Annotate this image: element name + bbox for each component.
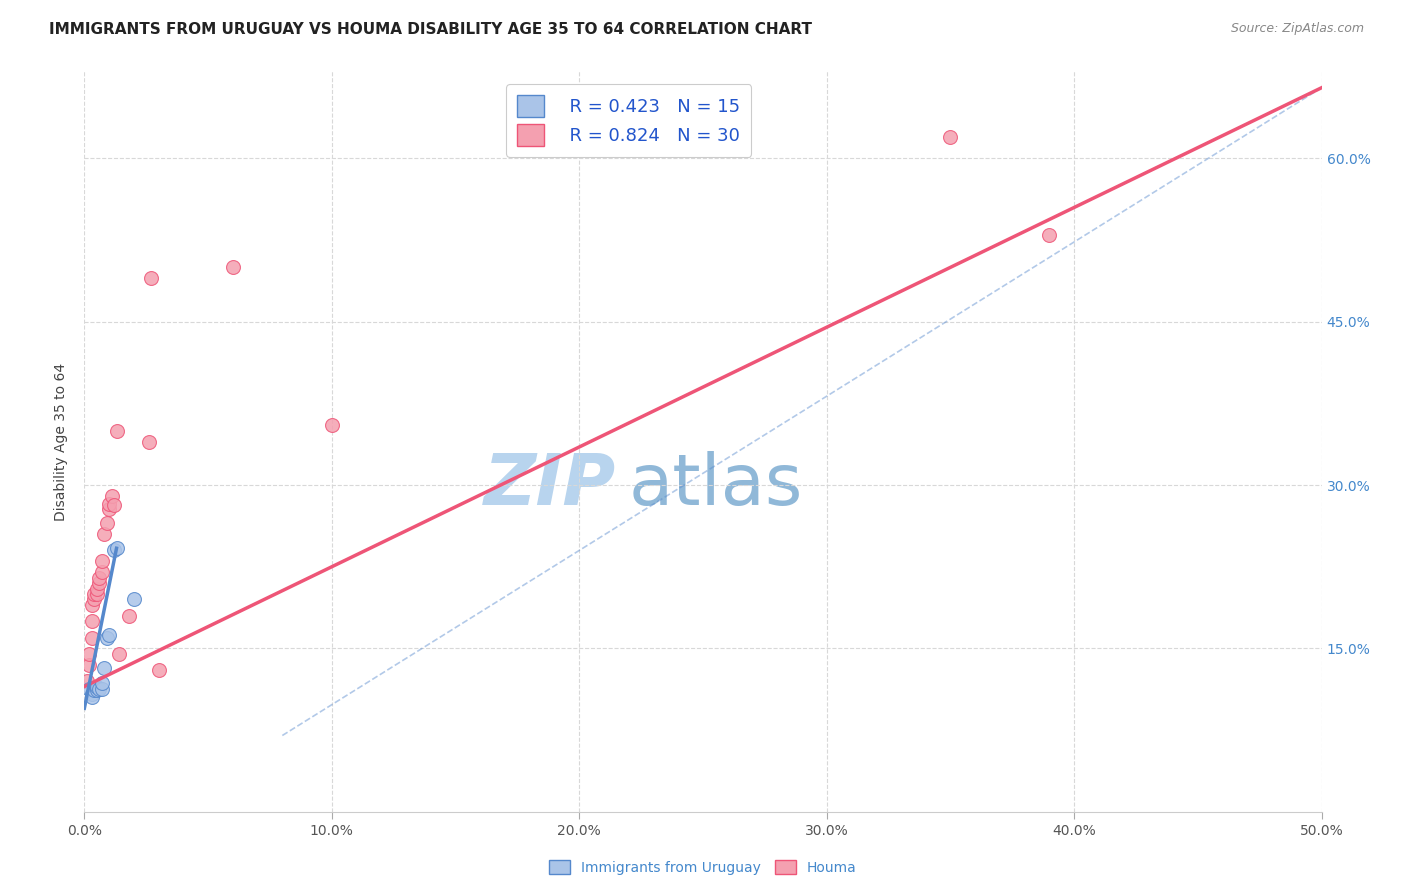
Point <box>93 661 115 675</box>
Point <box>86 680 108 694</box>
Point <box>90 565 112 579</box>
Point <box>939 129 962 144</box>
Text: ZIP: ZIP <box>484 451 616 520</box>
Point <box>86 582 108 596</box>
Point <box>83 682 105 697</box>
Point <box>100 489 122 503</box>
Point <box>105 424 128 438</box>
Text: atlas: atlas <box>628 451 803 520</box>
Point <box>105 541 128 556</box>
Point <box>98 628 121 642</box>
Point <box>138 434 160 449</box>
Point <box>86 682 108 697</box>
Point <box>80 631 103 645</box>
Point <box>83 592 105 607</box>
Point <box>86 587 108 601</box>
Point <box>1038 227 1060 242</box>
Point <box>96 631 118 645</box>
Point <box>118 608 141 623</box>
Point <box>80 614 103 628</box>
Text: IMMIGRANTS FROM URUGUAY VS HOUMA DISABILITY AGE 35 TO 64 CORRELATION CHART: IMMIGRANTS FROM URUGUAY VS HOUMA DISABIL… <box>49 22 813 37</box>
Point <box>148 663 170 677</box>
Text: Source: ZipAtlas.com: Source: ZipAtlas.com <box>1230 22 1364 36</box>
Point <box>321 418 343 433</box>
Point <box>79 647 101 661</box>
Point <box>122 592 145 607</box>
Point <box>103 543 125 558</box>
Point <box>141 271 163 285</box>
Point <box>79 657 101 672</box>
Point <box>103 498 125 512</box>
Point <box>80 598 103 612</box>
Point <box>98 502 121 516</box>
Legend: Immigrants from Uruguay, Houma: Immigrants from Uruguay, Houma <box>544 855 862 880</box>
Point <box>90 554 112 568</box>
Point <box>222 260 245 275</box>
Legend:   R = 0.423   N = 15,   R = 0.824   N = 30: R = 0.423 N = 15, R = 0.824 N = 30 <box>506 84 751 157</box>
Point <box>79 681 101 696</box>
Point <box>76 674 98 689</box>
Point <box>89 571 111 585</box>
Point <box>98 497 121 511</box>
Point <box>96 516 118 531</box>
Point <box>89 681 111 696</box>
Y-axis label: Disability Age 35 to 64: Disability Age 35 to 64 <box>55 362 69 521</box>
Point <box>80 687 103 701</box>
Point <box>89 576 111 591</box>
Point <box>90 676 112 690</box>
Point <box>83 587 105 601</box>
Point <box>90 681 112 696</box>
Point <box>93 527 115 541</box>
Point <box>108 647 131 661</box>
Point <box>80 690 103 705</box>
